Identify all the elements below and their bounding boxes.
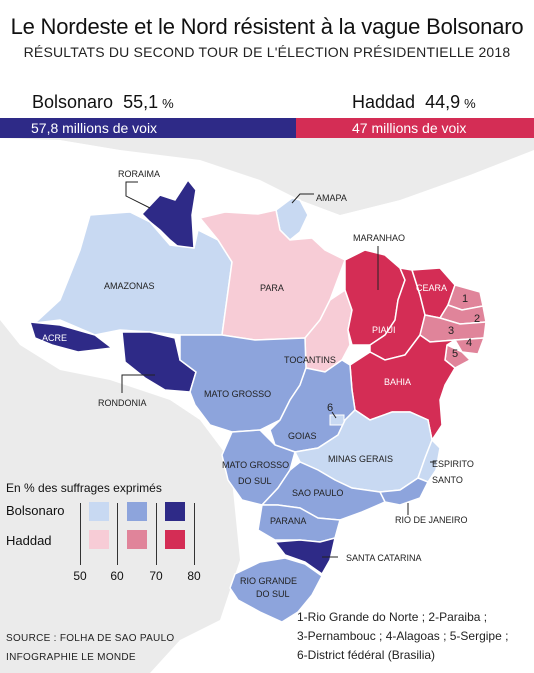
rio-grande-do-sul-state [229, 557, 323, 623]
label-parana: PARANA [270, 516, 306, 526]
label-rio-grande-do-sul-line1: RIO GRANDE [240, 576, 297, 586]
label-mato-grosso-do-sul-line1: MATO GROSSO [222, 460, 289, 470]
haddad-name: Haddad [352, 92, 416, 112]
bolsonaro-votes: 57,8 millions de voix [31, 120, 158, 136]
rondonia-leader [121, 374, 155, 393]
label-mato-grosso-do-sul-line2: DO SUL [238, 476, 272, 486]
label-acre: ACRE [42, 333, 67, 343]
bolsonaro-result: Bolsonaro 55,1% [32, 92, 174, 113]
swatch-bolsonaro-60-70 [127, 502, 147, 521]
legend-tick-label-60: 60 [110, 569, 124, 583]
legend-haddad-label: Haddad [6, 533, 52, 548]
amapa-leader [291, 193, 314, 204]
page-title: Le Nordeste et le Nord résistent à la va… [10, 14, 524, 39]
label-number-3: 3 [448, 325, 454, 337]
label-para: PARA [260, 283, 284, 293]
haddad-votes: 47 millions de voix [352, 120, 467, 136]
label-espirito-santo-line1: ESPIRITO [432, 459, 474, 469]
roraima-state [140, 178, 197, 251]
label-amazonas: AMAZONAS [104, 281, 155, 291]
label-rondonia: RONDONIA [98, 398, 147, 408]
acre-state [28, 321, 114, 353]
roraima-leader [125, 181, 151, 209]
page-subtitle: RÉSULTATS DU SECOND TOUR DE L'ÉLECTION P… [23, 44, 511, 60]
haddad-percent-sign: % [464, 96, 476, 111]
bolsonaro-percent-sign: % [162, 96, 174, 111]
label-number-2: 2 [474, 313, 480, 325]
amazonas-state [32, 211, 233, 336]
brazil-results-map: RORAIMA AMAPA AMAZONAS PARA MARANHAO CEA… [0, 138, 534, 673]
label-number-4: 4 [466, 337, 472, 349]
label-sao-paulo: SAO PAULO [292, 488, 343, 498]
label-piaui: PIAUI [372, 325, 396, 335]
legend-tick-50 [80, 503, 81, 565]
bolsonaro-name: Bolsonaro [32, 92, 114, 112]
leader-lines [121, 181, 436, 558]
legend-bolsonaro-label: Bolsonaro [6, 503, 65, 518]
santa-catarina-state [273, 536, 337, 576]
footnote-line-3: 6-District fédéral (Brasilia) [297, 648, 436, 662]
haddad-votes-bar: 47 millions de voix [296, 118, 534, 138]
label-roraima: RORAIMA [118, 169, 160, 179]
footnote-line-1: 1-Rio Grande do Norte ; 2-Paraiba ; [297, 610, 488, 624]
legend-title: En % des suffrages exprimés [6, 481, 162, 495]
label-goias: GOIAS [288, 431, 317, 441]
label-number-6: 6 [327, 402, 333, 414]
alagoas-state [453, 337, 486, 355]
swatch-bolsonaro-70-80 [165, 502, 185, 521]
mato-grosso-state [179, 334, 307, 433]
haddad-result: Haddad 44,9% [352, 92, 476, 113]
source-line: SOURCE : FOLHA DE SAO PAULO [6, 633, 175, 644]
label-tocantins: TOCANTINS [284, 355, 336, 365]
swatch-haddad-70-80 [165, 530, 185, 549]
swatch-haddad-60-70 [127, 530, 147, 549]
bolsonaro-votes-bar: 57,8 millions de voix [0, 118, 296, 138]
label-number-1: 1 [462, 293, 468, 305]
credit-line: INFOGRAPHIE LE MONDE [6, 652, 136, 663]
legend-tick-label-50: 50 [73, 569, 87, 583]
label-bahia: BAHIA [384, 377, 411, 387]
swatch-haddad-50-60 [89, 530, 109, 549]
label-espirito-santo-line2: SANTO [432, 475, 463, 485]
label-ceara: CEARA [416, 283, 447, 293]
label-mato-grosso: MATO GROSSO [204, 389, 271, 399]
label-amapa: AMAPA [316, 193, 347, 203]
legend-tick-60 [117, 503, 118, 565]
label-rio-de-janeiro: RIO DE JANEIRO [395, 515, 468, 525]
bolsonaro-percent: 55,1 [123, 92, 159, 112]
label-santa-catarina: SANTA CATARINA [346, 553, 422, 563]
rio-de-janeiro-state [378, 477, 430, 506]
legend-tick-80 [194, 503, 195, 565]
legend-tick-label-70: 70 [149, 569, 163, 583]
district-federal [329, 414, 345, 426]
swatch-bolsonaro-50-60 [89, 502, 109, 521]
label-rio-grande-do-sul-line2: DO SUL [256, 589, 290, 599]
footnote-line-2: 3-Pernambouc ; 4-Alagoas ; 5-Sergipe ; [297, 629, 509, 643]
legend-tick-70 [156, 503, 157, 565]
district-federal-leader [331, 411, 337, 419]
label-minas-gerais: MINAS GERAIS [328, 454, 393, 464]
label-number-5: 5 [452, 348, 458, 360]
haddad-percent: 44,9 [425, 92, 461, 112]
legend-tick-label-80: 80 [187, 569, 201, 583]
label-maranhao: MARANHAO [353, 233, 405, 243]
